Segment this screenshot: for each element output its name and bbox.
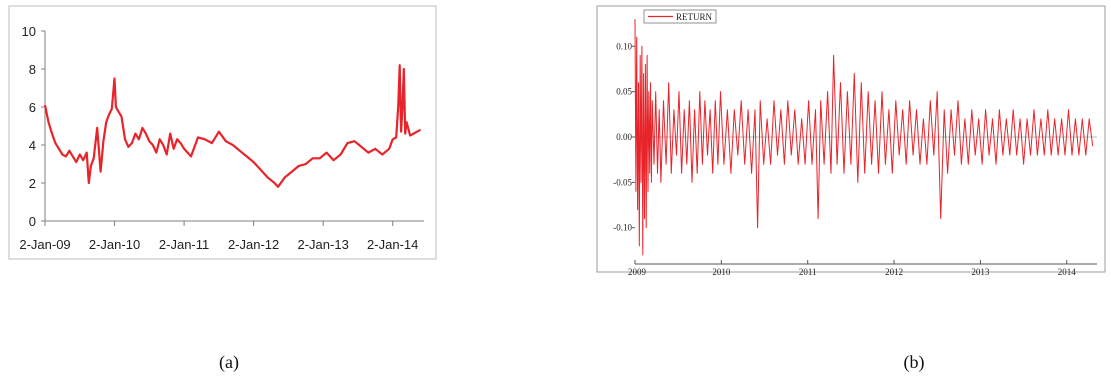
chart-b: -0.10 -0.05 0.00 0.05 0.10 2009 2010 2011 2012 2… xyxy=(596,5,1106,277)
chart-a-y-tick-label: 0 xyxy=(29,214,36,229)
chart-a-x-tick-label: 2-Jan-12 xyxy=(228,237,279,252)
chart-b-x-tick-label: 2013 xyxy=(971,267,990,277)
chart-b-x-tick-label: 2010 xyxy=(712,267,731,277)
chart-b-y-tick-label: -0.05 xyxy=(613,177,632,187)
chart-b-frame xyxy=(596,5,1106,273)
chart-a-y-tick-label: 10 xyxy=(22,24,36,39)
chart-b-y-tick-label: 0.00 xyxy=(616,132,632,142)
chart-a-x-tick-label: 2-Jan-10 xyxy=(89,237,140,252)
chart-a-x-tick-label: 2-Jan-09 xyxy=(19,237,70,252)
chart-b-y-tick-label: -0.10 xyxy=(613,223,632,233)
caption-b: (b) xyxy=(904,352,925,373)
chart-b-series-line xyxy=(634,19,1094,256)
chart-b-y-tick-label: 0.10 xyxy=(616,41,632,51)
chart-b-legend-label: RETURN xyxy=(676,12,713,22)
chart-a-frame xyxy=(8,5,437,260)
chart-a-y-tick-label: 6 xyxy=(29,100,36,115)
chart-a-x-tick-label: 2-Jan-13 xyxy=(298,237,349,252)
chart-a: 0 2 4 6 8 10 2-Jan-09 2-Jan-10 2-Jan-11 2-Jan-12… xyxy=(8,5,437,260)
chart-a-y-tick-label: 8 xyxy=(29,62,36,77)
chart-a-y-tick-label: 2 xyxy=(29,176,36,191)
chart-a-series-line xyxy=(43,64,422,188)
chart-b-x-tick-label: 2009 xyxy=(628,267,647,277)
chart-b-x-tick-label: 2011 xyxy=(799,267,817,277)
chart-a-y-tick-label: 4 xyxy=(29,138,36,153)
caption-a: (a) xyxy=(219,352,239,373)
chart-b-x-tick-label: 2012 xyxy=(885,267,903,277)
chart-b-y-tick-label: 0.05 xyxy=(616,87,632,97)
chart-b-x-tick-label: 2014 xyxy=(1058,267,1077,277)
chart-a-x-tick-label: 2-Jan-14 xyxy=(367,237,418,252)
chart-a-x-tick-label: 2-Jan-11 xyxy=(159,237,209,252)
chart-b-legend xyxy=(643,9,717,24)
